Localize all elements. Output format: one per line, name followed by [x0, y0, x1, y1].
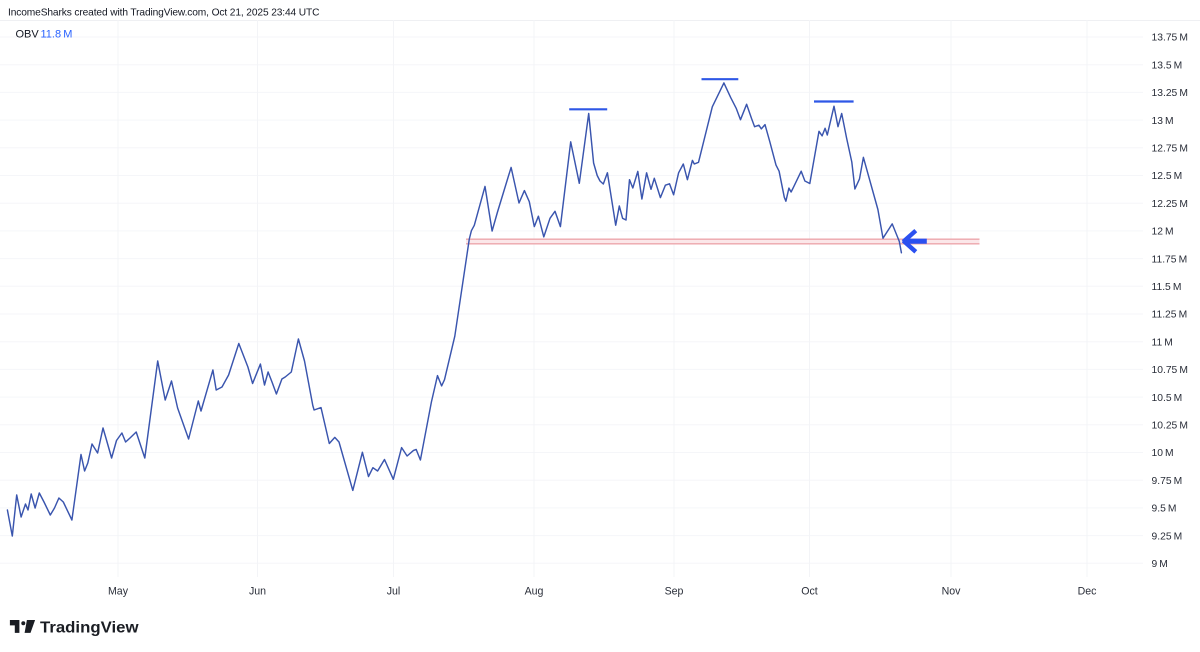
svg-text:Nov: Nov [942, 586, 962, 598]
svg-text:13.75 M: 13.75 M [1152, 33, 1188, 44]
svg-text:13.25 M: 13.25 M [1152, 88, 1188, 99]
svg-text:10 M: 10 M [1152, 448, 1174, 459]
svg-text:Jul: Jul [387, 586, 401, 598]
svg-text:9.75 M: 9.75 M [1152, 476, 1183, 487]
svg-text:10.75 M: 10.75 M [1152, 365, 1188, 376]
svg-text:10.5 M: 10.5 M [1152, 393, 1183, 404]
svg-text:13 M: 13 M [1152, 116, 1174, 127]
svg-text:11 M: 11 M [1152, 337, 1173, 348]
svg-text:11.5 M: 11.5 M [1152, 282, 1182, 293]
svg-text:Oct: Oct [801, 586, 818, 598]
svg-text:IncomeSharks created with Trad: IncomeSharks created with TradingView.co… [8, 8, 319, 19]
svg-text:12.5 M: 12.5 M [1152, 171, 1183, 182]
svg-text:9.25 M: 9.25 M [1152, 531, 1183, 542]
svg-text:9.5 M: 9.5 M [1152, 504, 1177, 515]
svg-text:11.8 M: 11.8 M [41, 28, 73, 40]
svg-text:May: May [108, 586, 129, 598]
svg-text:12.75 M: 12.75 M [1152, 144, 1188, 155]
svg-text:11.75 M: 11.75 M [1152, 254, 1188, 265]
svg-text:Jun: Jun [249, 586, 266, 598]
svg-text:9 M: 9 M [1152, 559, 1168, 570]
svg-text:TradingView: TradingView [40, 619, 139, 636]
svg-text:11.25 M: 11.25 M [1152, 310, 1188, 321]
svg-text:13.5 M: 13.5 M [1152, 60, 1183, 71]
svg-text:12 M: 12 M [1152, 227, 1174, 238]
svg-text:Aug: Aug [525, 586, 544, 598]
svg-text:Sep: Sep [665, 586, 684, 598]
svg-text:Dec: Dec [1078, 586, 1098, 598]
svg-text:OBV: OBV [16, 28, 40, 40]
svg-text:10.25 M: 10.25 M [1152, 421, 1188, 432]
svg-text:12.25 M: 12.25 M [1152, 199, 1188, 210]
